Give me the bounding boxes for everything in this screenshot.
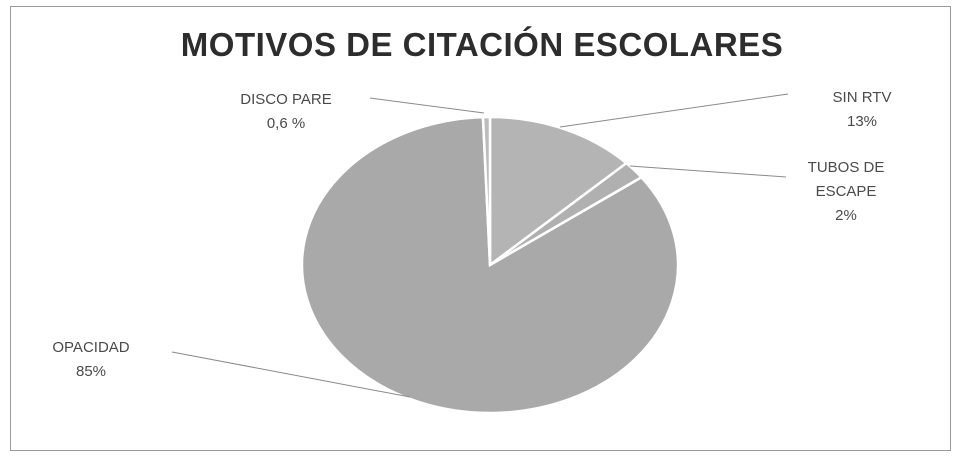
slice-label-2: OPACIDAD 85%	[52, 339, 129, 380]
slice-label-line: 2%	[835, 207, 857, 224]
slice-label-line: DISCO PARE	[240, 91, 331, 108]
slice-label-3: DISCO PARE 0,6 %	[240, 91, 331, 132]
leader-line-1	[629, 165, 787, 178]
slice-label-line: 13%	[847, 113, 877, 130]
slice-label-0: SIN RTV 13%	[833, 89, 892, 130]
slice-label-line: ESCAPE	[816, 183, 877, 200]
leader-line-0	[559, 93, 789, 128]
slice-label-line: OPACIDAD	[52, 339, 129, 356]
slice-label-1: TUBOS DE ESCAPE 2%	[808, 159, 885, 224]
slice-label-line: 0,6 %	[267, 115, 305, 132]
leader-line-3	[369, 97, 485, 114]
slice-label-line: TUBOS DE	[808, 159, 885, 176]
pie-slice-0	[488, 115, 629, 268]
leader-line-2	[171, 351, 411, 398]
slice-label-line: 85%	[76, 363, 106, 380]
chart-title: MOTIVOS DE CITACIÓN ESCOLARES	[180, 26, 784, 63]
slice-label-line: SIN RTV	[833, 89, 892, 106]
pie-slice-3	[481, 115, 492, 266]
